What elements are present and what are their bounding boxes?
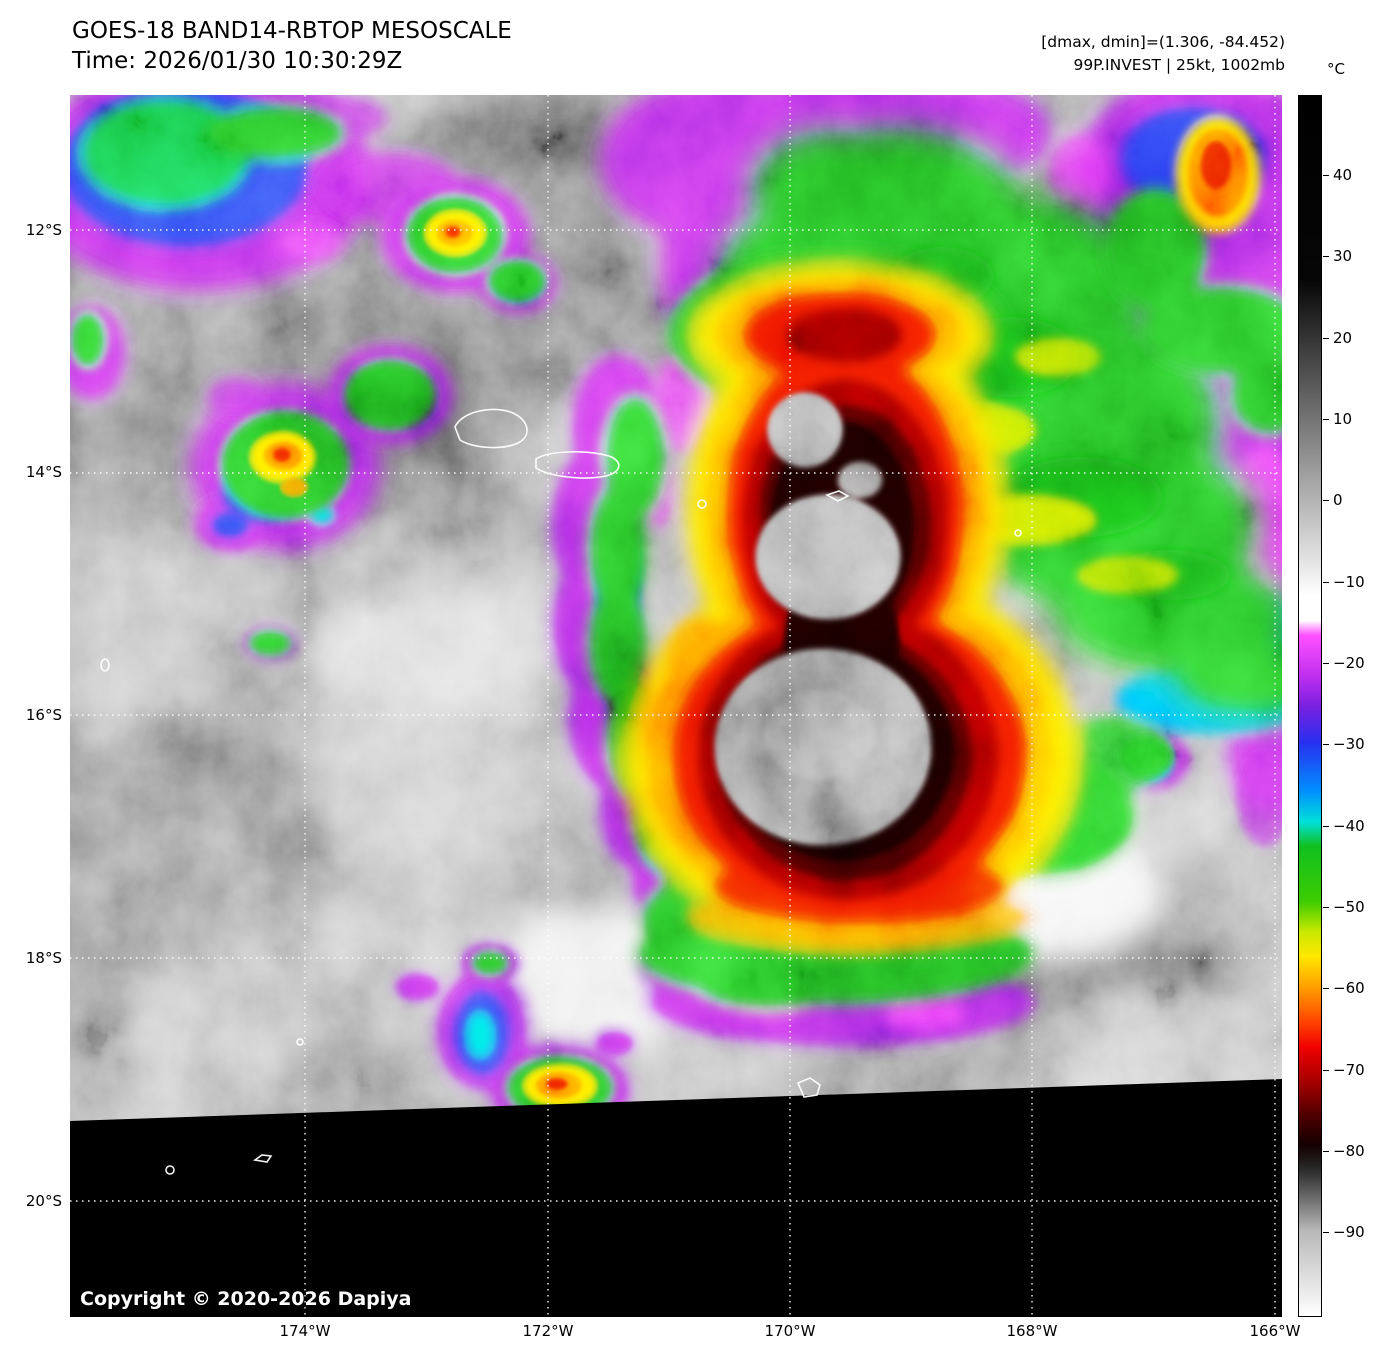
colorbar bbox=[1298, 95, 1322, 1317]
colorbar-tickmark bbox=[1323, 256, 1329, 257]
colorbar-tick-label: −20 bbox=[1333, 654, 1365, 672]
time-label: Time: 2026/01/30 10:30:29Z bbox=[72, 48, 403, 74]
colorbar-tick-label: −40 bbox=[1333, 817, 1365, 835]
colorbar-tickmark bbox=[1323, 988, 1329, 989]
colorbar-tick-label: −10 bbox=[1333, 573, 1365, 591]
colorbar-tickmark bbox=[1323, 1070, 1329, 1071]
colorbar-tickmark bbox=[1323, 582, 1329, 583]
grid-lines bbox=[70, 95, 1282, 1317]
lat-axis-label: 14°S bbox=[25, 463, 62, 481]
colorbar-tick-label: −70 bbox=[1333, 1061, 1365, 1079]
colorbar-tickmark bbox=[1323, 175, 1329, 176]
colorbar-tick-label: 40 bbox=[1333, 166, 1353, 184]
coastlines bbox=[100, 408, 1022, 1175]
dmax-dmin-label: [dmax, dmin]=(1.306, -84.452) bbox=[1041, 33, 1285, 51]
lat-axis-label: 18°S bbox=[25, 949, 62, 967]
lat-axis-label: 16°S bbox=[25, 706, 62, 724]
colorbar-tick-label: −60 bbox=[1333, 979, 1365, 997]
header-meta: [dmax, dmin]=(1.306, -84.452) 99P.INVEST… bbox=[1041, 31, 1285, 77]
colorbar-tickmark bbox=[1323, 1151, 1329, 1152]
lat-axis-label: 20°S bbox=[25, 1192, 62, 1210]
storm-info-label: 99P.INVEST | 25kt, 1002mb bbox=[1073, 56, 1285, 74]
lon-axis-label: 174°W bbox=[279, 1322, 331, 1340]
colorbar-tick-label: 10 bbox=[1333, 410, 1353, 428]
colorbar-tick-label: −80 bbox=[1333, 1142, 1365, 1160]
colorbar-unit-label: °C bbox=[1327, 60, 1345, 78]
colorbar-tickmark bbox=[1323, 1232, 1329, 1233]
colorbar-tickmark bbox=[1323, 500, 1329, 501]
colorbar-tickmark bbox=[1323, 419, 1329, 420]
lon-axis-label: 166°W bbox=[1249, 1322, 1301, 1340]
lon-axis-label: 168°W bbox=[1006, 1322, 1058, 1340]
colorbar-tickmark bbox=[1323, 338, 1329, 339]
page-title: GOES-18 BAND14-RBTOP MESOSCALE bbox=[72, 18, 512, 44]
no-data-region bbox=[70, 1079, 1282, 1317]
colorbar-tickmark bbox=[1323, 907, 1329, 908]
lon-axis-label: 170°W bbox=[764, 1322, 816, 1340]
colorbar-tick-label: 20 bbox=[1333, 329, 1353, 347]
colorbar-tick-label: 0 bbox=[1333, 491, 1343, 509]
lat-axis-label: 12°S bbox=[25, 221, 62, 239]
colorbar-tickmark bbox=[1323, 826, 1329, 827]
copyright-text: Copyright © 2020-2026 Dapiya bbox=[80, 1288, 411, 1310]
colorbar-tick-label: −50 bbox=[1333, 898, 1365, 916]
colorbar-tickmark bbox=[1323, 663, 1329, 664]
colorbar-tick-label: 30 bbox=[1333, 247, 1353, 265]
lon-axis-label: 172°W bbox=[522, 1322, 574, 1340]
satellite-map-image: Copyright © 2020-2026 Dapiya bbox=[70, 95, 1282, 1317]
satellite-canvas: Copyright © 2020-2026 Dapiya bbox=[70, 95, 1282, 1317]
colorbar-tick-label: −90 bbox=[1333, 1223, 1365, 1241]
colorbar-tickmark bbox=[1323, 744, 1329, 745]
colorbar-tick-label: −30 bbox=[1333, 735, 1365, 753]
